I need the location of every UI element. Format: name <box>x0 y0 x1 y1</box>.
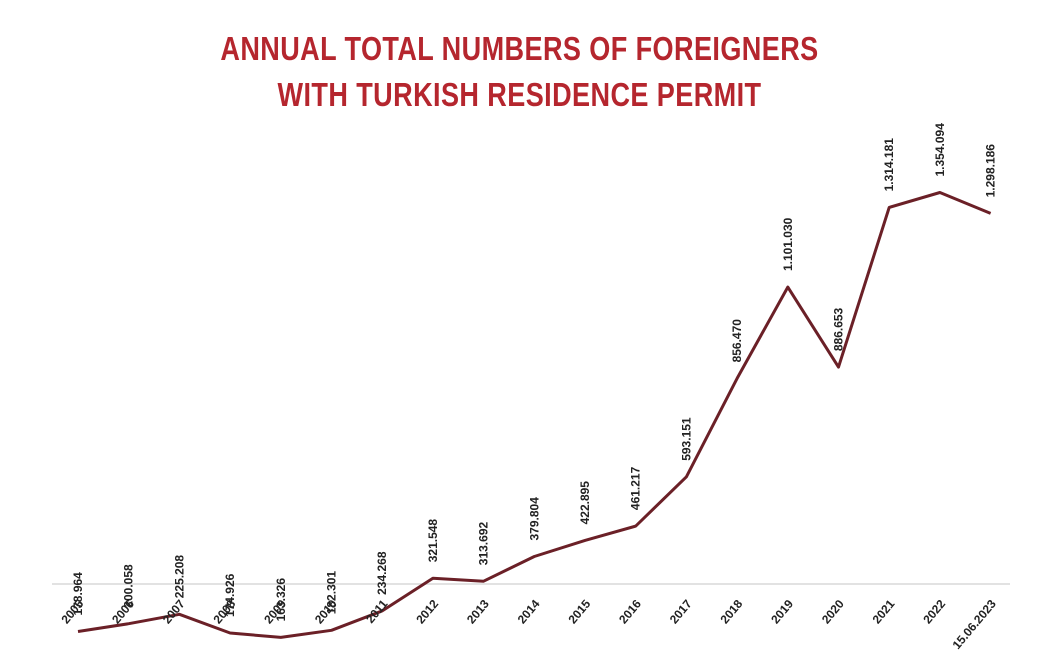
data-label-15-06-2023: 1.298.186 <box>984 144 998 198</box>
chart-title-line-2: WITH TURKISH RESIDENCE PERMIT <box>277 76 762 113</box>
data-label-2010: 182.301 <box>325 571 339 615</box>
x-tick-label-2014: 2014 <box>515 597 543 627</box>
data-label-2022: 1.354.094 <box>933 123 947 177</box>
x-tick-label-2017: 2017 <box>667 597 695 627</box>
x-tick-label-2007: 2007 <box>160 597 188 627</box>
data-label-2011: 234.268 <box>375 551 389 595</box>
data-label-2012: 321.548 <box>426 519 440 563</box>
data-label-2018: 856.470 <box>730 319 744 363</box>
data-label-2020: 886.653 <box>832 307 846 351</box>
x-tick-label-2019: 2019 <box>768 597 796 627</box>
x-tick-label-2011: 2011 <box>363 597 391 626</box>
chart-title-line-1: ANNUAL TOTAL NUMBERS OF FOREIGNERS <box>220 30 819 67</box>
data-label-2015: 422.895 <box>578 481 592 525</box>
data-label-2005: 178.964 <box>71 572 85 616</box>
x-tick-label-2020: 2020 <box>819 597 847 627</box>
data-label-2007: 225.208 <box>172 555 186 599</box>
x-tick-label-15-06-2023: 15.06.2023 <box>950 597 1000 652</box>
x-tick-label-2012: 2012 <box>413 597 441 627</box>
data-label-2013: 313.692 <box>477 522 491 566</box>
data-label-2008: 174.926 <box>223 573 237 617</box>
series-line <box>77 191 992 639</box>
x-tick-label-2021: 2021 <box>870 597 898 627</box>
x-tick-label-2013: 2013 <box>464 597 492 627</box>
x-tick-label-2015: 2015 <box>565 597 593 627</box>
data-label-2009: 163.326 <box>274 578 288 622</box>
data-label-2014: 379.804 <box>527 497 541 541</box>
data-label-2017: 593.151 <box>679 417 693 461</box>
x-tick-label-2022: 2022 <box>920 597 948 627</box>
x-tick-label-2018: 2018 <box>718 597 746 627</box>
data-label-2019: 1.101.030 <box>781 217 795 271</box>
data-label-2021: 1.314.181 <box>882 138 896 192</box>
data-label-2006: 200.058 <box>122 564 136 608</box>
data-label-2016: 461.217 <box>629 466 643 510</box>
x-tick-label-2016: 2016 <box>616 597 644 627</box>
